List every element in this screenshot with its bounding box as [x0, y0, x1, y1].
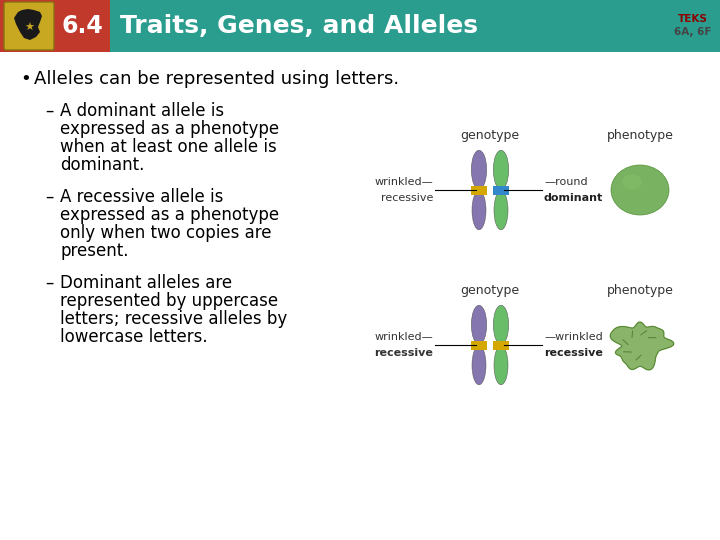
Bar [0, 0, 720, 52]
Ellipse shape [493, 150, 509, 189]
Text: when at least one allele is: when at least one allele is [60, 138, 276, 156]
Text: recessive: recessive [544, 348, 603, 358]
Text: Alleles can be represented using letters.: Alleles can be represented using letters… [34, 70, 399, 88]
Polygon shape [611, 322, 674, 370]
Ellipse shape [611, 165, 669, 215]
Ellipse shape [494, 346, 508, 384]
Text: wrinkled—: wrinkled— [374, 177, 433, 187]
Text: genotype: genotype [460, 129, 520, 142]
Text: recessive: recessive [374, 348, 433, 358]
Ellipse shape [493, 305, 509, 345]
Text: ★: ★ [24, 23, 34, 33]
Ellipse shape [494, 191, 508, 229]
Text: 6A, 6F: 6A, 6F [674, 27, 712, 37]
Text: wrinkled—: wrinkled— [374, 332, 433, 342]
Ellipse shape [472, 305, 487, 345]
Text: dominant: dominant [544, 193, 603, 203]
Text: phenotype: phenotype [606, 284, 673, 297]
Text: A dominant allele is: A dominant allele is [60, 102, 224, 120]
Bar [471, 186, 487, 194]
Text: present.: present. [60, 242, 128, 260]
Text: represented by uppercase: represented by uppercase [60, 292, 278, 310]
Text: A recessive allele is: A recessive allele is [60, 188, 223, 206]
Ellipse shape [472, 346, 486, 384]
Bar [0, 0, 110, 52]
Text: expressed as a phenotype: expressed as a phenotype [60, 120, 279, 138]
Text: genotype: genotype [460, 284, 520, 297]
Text: phenotype: phenotype [606, 129, 673, 142]
Bar [493, 186, 509, 194]
FancyBboxPatch shape [4, 2, 54, 50]
Text: •: • [20, 70, 31, 88]
Ellipse shape [622, 174, 642, 190]
Text: TEKS: TEKS [678, 14, 708, 24]
Text: 6.4: 6.4 [61, 14, 103, 38]
Text: —wrinkled: —wrinkled [544, 332, 603, 342]
Text: only when two copies are: only when two copies are [60, 224, 271, 242]
Ellipse shape [472, 150, 487, 189]
Polygon shape [14, 9, 42, 40]
Text: dominant.: dominant. [60, 156, 145, 174]
Bar [493, 341, 509, 349]
Text: lowercase letters.: lowercase letters. [60, 328, 207, 346]
Ellipse shape [472, 191, 486, 229]
Text: –: – [45, 188, 53, 206]
Text: –: – [45, 274, 53, 292]
Text: —round: —round [544, 177, 588, 187]
Text: letters; recessive alleles by: letters; recessive alleles by [60, 310, 287, 328]
Text: Traits, Genes, and Alleles: Traits, Genes, and Alleles [120, 14, 478, 38]
Bar [471, 341, 487, 349]
Text: Dominant alleles are: Dominant alleles are [60, 274, 232, 292]
Text: expressed as a phenotype: expressed as a phenotype [60, 206, 279, 224]
Text: recessive: recessive [381, 193, 433, 203]
Text: –: – [45, 102, 53, 120]
